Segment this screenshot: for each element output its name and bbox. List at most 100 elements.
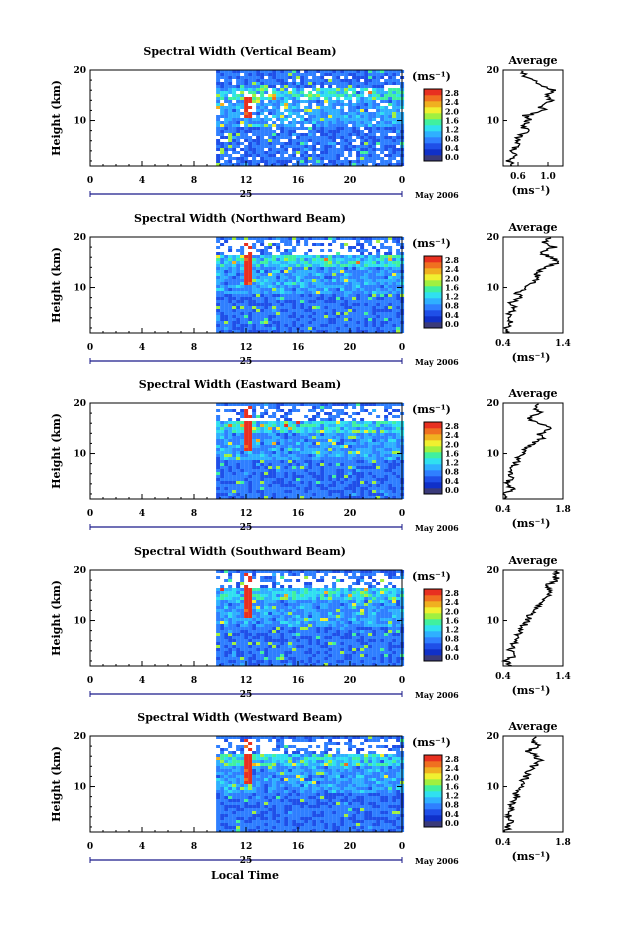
heatmap-cell (228, 106, 233, 109)
heatmap-cell (316, 460, 321, 463)
heatmap-cell (348, 594, 353, 597)
heatmap-cell (360, 142, 365, 145)
heatmap-cell (220, 484, 225, 487)
heatmap-cell (392, 487, 397, 490)
heatmap-cell (396, 297, 401, 300)
heatmap-cell (364, 469, 369, 472)
heatmap-cell (224, 451, 229, 454)
heatmap-cell (240, 496, 245, 499)
heatmap-cell (348, 606, 353, 609)
heatmap-cell (328, 151, 333, 154)
heatmap-cell (388, 576, 393, 579)
heatmap-cell (320, 79, 325, 82)
heatmap-cell (336, 493, 341, 496)
heatmap-cell (288, 97, 293, 100)
heatmap-cell (264, 237, 269, 240)
heatmap-cell (308, 490, 313, 493)
heatmap-cell (384, 609, 389, 612)
heatmap-cell (328, 243, 333, 246)
heatmap-cell (272, 466, 277, 469)
heatmap-cell (356, 457, 361, 460)
heatmap-cell (220, 469, 225, 472)
heatmap-cell (344, 145, 349, 148)
heatmap-cell (324, 412, 329, 415)
heatmap-cell (232, 270, 237, 273)
heatmap-cell (348, 306, 353, 309)
heatmap-cell (220, 76, 225, 79)
heatmap-cell (248, 261, 253, 264)
heatmap-cell (328, 294, 333, 297)
heatmap-cell (372, 421, 377, 424)
average-x-label: (ms⁻¹) (512, 184, 551, 197)
heatmap-cell (236, 306, 241, 309)
heatmap-cell (292, 421, 297, 424)
heatmap-cell (292, 148, 297, 151)
heatmap-cell (272, 330, 277, 333)
heatmap-cell (272, 421, 277, 424)
heatmap-cell (344, 603, 349, 606)
heatmap-cell (272, 294, 277, 297)
heatmap-cell (364, 303, 369, 306)
heatmap-cell (352, 109, 357, 112)
y-tick-label: 20 (73, 66, 86, 76)
heatmap-cell (336, 273, 341, 276)
heatmap-cell (316, 94, 321, 97)
heatmap-cell (320, 288, 325, 291)
heatmap-cell (344, 243, 349, 246)
heatmap-cell (344, 591, 349, 594)
heatmap-cell (288, 487, 293, 490)
heatmap-cell (332, 324, 337, 327)
heatmap-cell (368, 475, 373, 478)
heatmap-cell (388, 324, 393, 327)
heatmap-cell (268, 97, 273, 100)
heatmap-cell (276, 261, 281, 264)
heatmap-cell (356, 403, 361, 406)
heatmap-cell (248, 70, 253, 73)
heatmap-cell (320, 609, 325, 612)
heatmap-cell (320, 73, 325, 76)
heatmap-cell (384, 433, 389, 436)
heatmap-cell (280, 306, 285, 309)
heatmap-cell (364, 127, 369, 130)
heatmap-cell (368, 267, 373, 270)
heatmap-cell (268, 243, 273, 246)
heatmap-cell (244, 594, 249, 597)
heatmap-cell (288, 285, 293, 288)
heatmap-cell (240, 297, 245, 300)
heatmap-cell (300, 258, 305, 261)
heatmap-cell (340, 463, 345, 466)
heatmap-cell (272, 154, 277, 157)
heatmap-cell (268, 163, 273, 166)
heatmap-cell (216, 237, 221, 240)
heatmap-cell (320, 237, 325, 240)
heatmap-cell (376, 255, 381, 258)
heatmap-cell (352, 106, 357, 109)
heatmap-cell (340, 115, 345, 118)
colorbar-swatch (424, 470, 442, 477)
heatmap-cell (340, 103, 345, 106)
heatmap-cell (340, 73, 345, 76)
heatmap-cell (376, 436, 381, 439)
heatmap-cell (232, 600, 237, 603)
heatmap-cell (224, 445, 229, 448)
heatmap-cell (260, 258, 265, 261)
heatmap-cell (368, 318, 373, 321)
heatmap-cell (304, 94, 309, 97)
heatmap-cell (256, 445, 261, 448)
heatmap-cell (384, 100, 389, 103)
heatmap-cell (364, 309, 369, 312)
heatmap-cell (392, 70, 397, 73)
heatmap-cell (364, 403, 369, 406)
heatmap-cell (292, 151, 297, 154)
heatmap-cell (296, 427, 301, 430)
heatmap-cell (356, 460, 361, 463)
heatmap-cell (292, 303, 297, 306)
heatmap-cell (344, 594, 349, 597)
average-y-tick-label: 10 (486, 117, 499, 127)
heatmap-cell (336, 588, 341, 591)
heatmap-cell (332, 291, 337, 294)
heatmap-cell (328, 603, 333, 606)
heatmap-cell (240, 403, 245, 406)
heatmap-cell (372, 585, 377, 588)
heatmap-cell (268, 570, 273, 573)
